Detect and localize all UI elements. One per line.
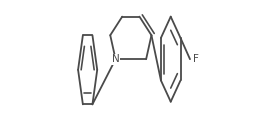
Text: N: N <box>112 54 120 64</box>
Text: F: F <box>193 54 199 64</box>
